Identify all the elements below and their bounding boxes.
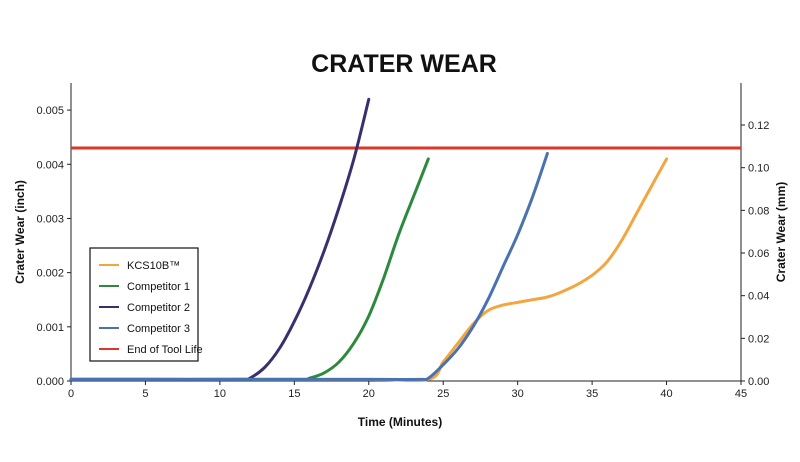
y-tick-label: 0.003 [36, 213, 64, 225]
legend-box [89, 247, 199, 362]
legend-label: Competitor 3 [127, 323, 190, 335]
y-axis-label: Crater Wear (inch) [13, 180, 27, 284]
y2-axis-label: Crater Wear (mm) [774, 182, 788, 282]
y2-tick-label: 0.02 [748, 333, 769, 345]
x-tick-label: 40 [660, 388, 672, 400]
y-tick-label: 0.002 [36, 268, 64, 280]
x-tick-label: 35 [586, 388, 598, 400]
x-axis-label: Time (Minutes) [358, 415, 442, 429]
chart-title: CRATER WEAR [311, 50, 497, 78]
legend-label: Competitor 2 [127, 302, 190, 314]
series-lines [69, 97, 669, 383]
x-tick-label: 5 [142, 388, 148, 400]
y2-tick-label: 0.06 [748, 248, 769, 260]
y2-tick-label: 0.04 [748, 291, 769, 303]
legend-label: Competitor 1 [127, 281, 190, 293]
y-tick-label: 0.004 [36, 159, 64, 171]
legend-label: End of Tool Life [127, 344, 203, 356]
x-tick-label: 25 [437, 388, 449, 400]
x-tick-label: 15 [288, 388, 300, 400]
legend-label: KCS10B™ [127, 260, 180, 272]
x-tick-label: 10 [214, 388, 226, 400]
x-tick-label: 45 [735, 388, 747, 400]
y2-tick-label: 0.12 [748, 120, 769, 132]
legend: KCS10B™ Competitor 1 Competitor 2 Competito… [89, 247, 203, 362]
y2-tick-label: 0.08 [748, 205, 769, 217]
y2-tick-label: 0.00 [748, 376, 769, 388]
x-tick-label: 20 [363, 388, 375, 400]
axes: 0 5 10 15 20 25 30 35 40 45 0.000 0.001 0.002 0.003 0.… [36, 83, 769, 400]
y-tick-label: 0.001 [36, 322, 64, 334]
y-tick-label: 0.005 [36, 105, 64, 117]
y2-tick-label: 0.10 [748, 163, 769, 175]
y-tick-label: 0.000 [36, 376, 64, 388]
x-tick-label: 0 [68, 388, 74, 400]
series-line-competitor-3 [69, 151, 549, 382]
x-tick-label: 30 [512, 388, 524, 400]
